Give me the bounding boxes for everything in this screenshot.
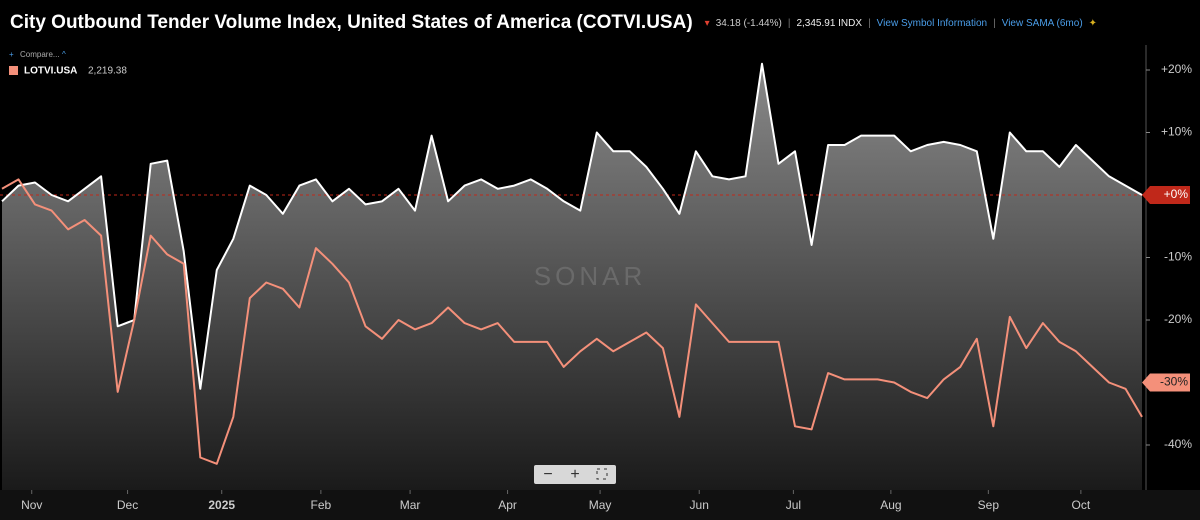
end-badge	[1142, 186, 1190, 204]
separator: |	[787, 17, 791, 29]
legend-label: LOTVI.USA	[24, 66, 77, 77]
end-badge-label: -30%	[1160, 375, 1188, 389]
end-badge	[1142, 373, 1190, 392]
x-tick-label: Dec	[117, 498, 138, 512]
down-arrow: ▾	[704, 17, 710, 29]
x-tick-label: Oct	[1072, 498, 1091, 512]
x-tick-label: Apr	[498, 498, 517, 512]
y-tick-label: +10%	[1161, 125, 1192, 139]
sama-icon: ✦	[1088, 17, 1098, 29]
x-tick-label: Sep	[978, 498, 1000, 512]
header: City Outbound Tender Volume Index, Unite…	[10, 8, 1097, 38]
index-value: 2,345.91 INDX	[796, 17, 863, 29]
x-axis-strip	[0, 490, 1200, 520]
separator: |	[868, 17, 871, 29]
end-badge-label: +0%	[1164, 187, 1189, 201]
y-tick-label: -10%	[1164, 250, 1192, 264]
x-tick-label: Jul	[786, 498, 801, 512]
zoom-reset[interactable]	[596, 468, 608, 480]
compare[interactable]: Compare...	[20, 50, 60, 59]
zoom-controls: − +	[534, 465, 616, 484]
zoom-box	[534, 465, 616, 484]
separator: |	[993, 17, 996, 29]
watermark: SONAR	[534, 261, 646, 291]
change: 34.18 (-1.44%)	[715, 17, 782, 29]
x-tick-label: May	[589, 498, 612, 512]
x-tick-label: Nov	[21, 498, 42, 512]
legend-swatch	[9, 66, 18, 75]
compare-plus[interactable]: +	[9, 50, 14, 59]
x-tick-label: Mar	[400, 498, 421, 512]
compare-caret[interactable]: ^	[62, 50, 66, 59]
x-tick-label: Aug	[880, 498, 901, 512]
y-tick-label: +20%	[1161, 62, 1192, 76]
x-tick-label: Jun	[690, 498, 709, 512]
y-tick-label: -20%	[1164, 312, 1192, 326]
area	[2, 63, 1142, 491]
y-tick-label: -40%	[1164, 437, 1192, 451]
link-symbol[interactable]: View Symbol Information	[876, 17, 988, 29]
link-sama[interactable]: View SAMA (6mo)	[1001, 17, 1083, 29]
line	[1, 62, 1143, 390]
title: City Outbound Tender Volume Index, Unite…	[10, 12, 693, 33]
line	[1, 178, 1143, 465]
x-tick-label: 2025	[208, 498, 235, 512]
x-tick-label: Feb	[311, 498, 332, 512]
zoom-out[interactable]: −	[543, 466, 552, 483]
zoom-in[interactable]: +	[570, 466, 579, 483]
legend-value: 2,219.38	[88, 66, 127, 77]
